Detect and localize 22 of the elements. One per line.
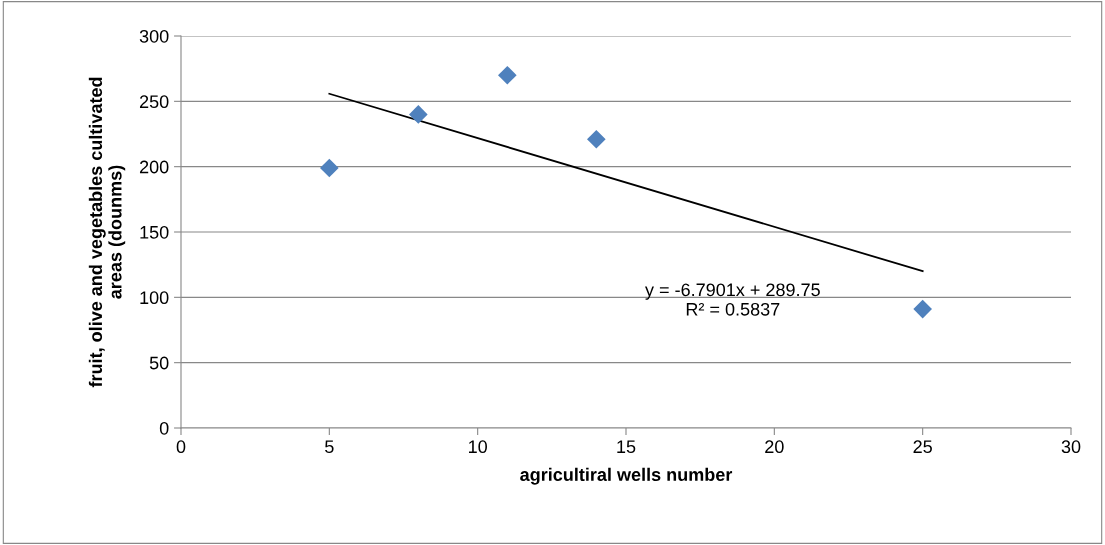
x-tick-label: 10 — [469, 440, 487, 454]
annotation: y = -6.7901x + 289.75 R² = 0.5837 — [645, 283, 820, 316]
y-tick-label: 50 — [149, 356, 169, 370]
x-axis-title: agricultiral wells number — [520, 467, 733, 485]
x-tick-label: 25 — [913, 440, 932, 454]
x-tick-label: 20 — [765, 440, 784, 454]
x-tick-label: 30 — [1061, 440, 1081, 454]
point — [587, 129, 606, 149]
y-tick-label: 300 — [139, 29, 169, 43]
x-tick-label: 5 — [325, 440, 334, 454]
point — [320, 158, 339, 178]
y-tick-label: 200 — [139, 160, 169, 174]
point — [913, 299, 932, 319]
y-tick-label: 100 — [140, 291, 169, 305]
x-tick-label: 0 — [176, 440, 186, 454]
x-tick-label: 15 — [617, 440, 636, 454]
y-tick-label: 150 — [140, 225, 169, 239]
point — [409, 105, 428, 124]
y-tick-label: 250 — [139, 95, 169, 109]
y-axis-title: fruit, olive and vegetables cultivated areas (dounms) — [88, 77, 126, 388]
y-tick-label: 0 — [159, 421, 169, 435]
point — [498, 65, 517, 85]
